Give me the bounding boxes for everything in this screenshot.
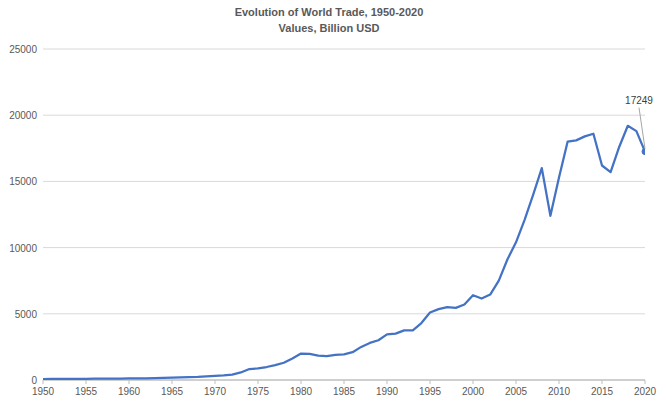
chart: Evolution of World Trade, 1950-2020 Value… (0, 0, 658, 402)
grid-line (43, 181, 645, 182)
x-tick (387, 380, 388, 384)
y-tick-label: 5000 (15, 309, 38, 320)
x-tick-label: 1995 (419, 386, 442, 397)
x-tick (473, 380, 474, 384)
plot-area (43, 126, 645, 379)
y-tick-label: 20000 (9, 110, 37, 121)
x-tick-label: 1990 (376, 386, 399, 397)
y-tick-label: 0 (31, 375, 37, 386)
annotation-marker (642, 149, 645, 155)
x-tick (301, 380, 302, 384)
series-line (43, 126, 645, 379)
x-tick (645, 380, 646, 384)
x-tick (602, 380, 603, 384)
x-tick-label: 2005 (505, 386, 528, 397)
x-tick (43, 380, 44, 384)
subtitle: Values, Billion USD (279, 22, 380, 34)
x-tick (344, 380, 345, 384)
x-tick-label: 1985 (333, 386, 356, 397)
x-tick-label: 1960 (118, 386, 141, 397)
x-tick-label: 2015 (591, 386, 614, 397)
x-tick-label: 2020 (634, 386, 657, 397)
y-tick-label: 25000 (9, 44, 37, 55)
x-tick-label: 2000 (462, 386, 485, 397)
grid-line (43, 247, 645, 248)
x-tick-label: 1955 (75, 386, 98, 397)
x-tick (258, 380, 259, 384)
annotation-leader (639, 108, 645, 149)
y-tick-label: 15000 (9, 176, 37, 187)
x-tick-label: 1975 (247, 386, 270, 397)
x-tick-label: 1970 (204, 386, 227, 397)
x-tick (129, 380, 130, 384)
grid-line (43, 115, 645, 116)
x-tick (86, 380, 87, 384)
x-tick-label: 1950 (32, 386, 55, 397)
x-tick (516, 380, 517, 384)
x-tick-label: 1965 (161, 386, 184, 397)
annotation-label: 17249 (625, 95, 653, 106)
x-tick (559, 380, 560, 384)
x-tick (430, 380, 431, 384)
y-axis-line (43, 49, 44, 380)
x-tick-label: 1980 (290, 386, 313, 397)
x-tick-label: 2010 (548, 386, 571, 397)
title: Evolution of World Trade, 1950-2020 (235, 6, 424, 18)
x-tick (172, 380, 173, 384)
grid-line (43, 313, 645, 314)
grid-line (43, 49, 645, 50)
x-tick (215, 380, 216, 384)
y-tick-label: 10000 (9, 243, 37, 254)
